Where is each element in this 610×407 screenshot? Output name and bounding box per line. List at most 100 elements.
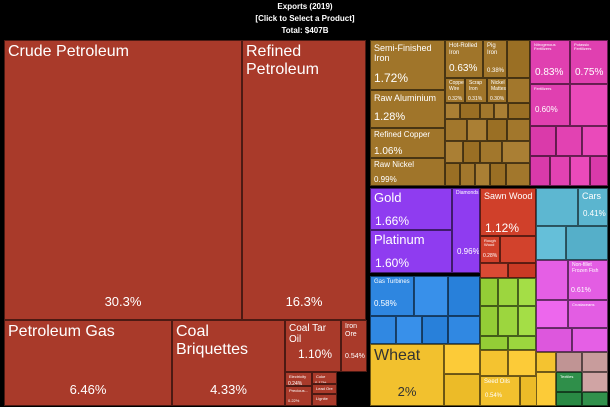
treemap-tile-vegetable-50[interactable] [518, 306, 536, 336]
treemap-tile-vegetable-47[interactable] [518, 278, 536, 306]
treemap-tile-nitrogenous-fertilizers[interactable]: Nitrogenous Fertilizers 0.83% [530, 40, 570, 84]
treemap-tile-machinery-43[interactable] [448, 316, 480, 344]
treemap-tile-misc-62[interactable] [582, 372, 608, 392]
treemap-tile-machinery-41[interactable] [396, 316, 422, 344]
treemap-tile-metals-10[interactable] [507, 119, 530, 141]
treemap-tile-metals-8[interactable] [467, 119, 487, 141]
treemap-tile-vegetable-51[interactable] [480, 336, 508, 350]
treemap-tile-chemicals-25[interactable] [550, 156, 570, 186]
treemap-tile-transport-32[interactable] [536, 226, 566, 260]
treemap-tile-chemicals-26[interactable] [570, 156, 590, 186]
treemap-tile-chemicals-21[interactable] [530, 126, 556, 156]
treemap-tile-vegetable-49[interactable] [498, 306, 518, 336]
treemap-tile-refined-copper[interactable]: Refined Copper 1.06% [370, 128, 445, 158]
treemap-tile-diamonds[interactable]: Diamonds 0.96% [452, 188, 480, 273]
treemap-tile-transport-31[interactable] [536, 188, 578, 226]
treemap-tile-lead-ore[interactable]: Lead Ore [312, 384, 337, 394]
treemap-tile-foodstuffs-59[interactable] [536, 372, 556, 406]
treemap-tile-wheat[interactable]: Wheat 2% [370, 344, 444, 406]
treemap-tile-animal-34[interactable] [536, 260, 568, 300]
treemap-tile-rough-wood[interactable]: Rough Wood 0.28% [480, 236, 500, 263]
treemap-tile-refined-petroleum[interactable]: Refined Petroleum 16.3% [242, 40, 366, 320]
treemap-tile-foodstuffs-56[interactable] [508, 350, 536, 376]
treemap-tile-animal-36[interactable] [536, 328, 572, 352]
treemap-tile-non-fillet-frozen-fish[interactable]: Non-fillet Frozen Fish 0.61% [568, 260, 608, 300]
treemap-tile-scrap-iron[interactable]: Scrap Iron 0.31% [465, 78, 487, 103]
treemap-tile-animal-37[interactable] [572, 328, 608, 352]
treemap-tile-metals-9[interactable] [487, 119, 507, 141]
treemap-tile-metals-16[interactable] [460, 163, 475, 186]
treemap-tile-hot-rolled-iron[interactable]: Hot-Rolled Iron 0.63% [445, 40, 483, 78]
treemap-tile-wood-29[interactable] [480, 263, 508, 278]
treemap-tile-wood-30[interactable] [508, 263, 536, 278]
treemap-tile-misc-60[interactable] [556, 352, 582, 372]
treemap-tile-metals-2[interactable] [445, 103, 460, 119]
treemap-tile-vegetable-45[interactable] [480, 278, 498, 306]
treemap-tile-metals-12[interactable] [463, 141, 480, 163]
treemap-tile-vegetable-48[interactable] [480, 306, 498, 336]
treemap-tile-copper-wire[interactable]: Copper Wire 0.32% [445, 78, 465, 103]
treemap-tile-lignite[interactable]: Lignite [312, 394, 337, 406]
treemap-tile-coal-briquettes[interactable]: Coal Briquettes 4.33% [172, 320, 285, 406]
treemap-tile-metals-13[interactable] [480, 141, 502, 163]
treemap-tile-textiles-63[interactable] [556, 392, 582, 406]
treemap-tile-chemicals-22[interactable] [556, 126, 582, 156]
treemap-tile-foodstuffs-55[interactable] [480, 350, 508, 376]
treemap-tile-metals-3[interactable] [460, 103, 480, 119]
treemap-tile-vegetable-46[interactable] [498, 278, 518, 306]
treemap-tile-chemicals-23[interactable] [582, 126, 608, 156]
treemap-tile-coke[interactable]: Coke 0.17% [312, 372, 337, 384]
treemap-tile-platinum[interactable]: Platinum 1.60% [370, 230, 452, 273]
treemap-tile-animal-35[interactable] [536, 300, 568, 328]
treemap-tile-textiles[interactable]: Textiles [556, 372, 582, 392]
treemap-tile-petroleum-gas[interactable]: Petroleum Gas 6.46% [4, 320, 172, 406]
treemap-tile-metals-14[interactable] [502, 141, 530, 163]
treemap-tile-machinery-38[interactable] [414, 276, 448, 316]
treemap-tile-pig-iron[interactable]: Pig Iron 0.38% [483, 40, 507, 78]
select-product-link[interactable]: [Click to Select a Product] [255, 14, 355, 23]
treemap-tile-transport-33[interactable] [566, 226, 608, 260]
treemap-tile-nickel-mattes[interactable]: Nickel Mattes 0.30% [487, 78, 507, 103]
treemap-tile-metals-5[interactable] [494, 103, 508, 119]
treemap-tile-seed-oils[interactable]: Seed Oils 0.54% [480, 376, 520, 406]
treemap-tile-coal-tar-oil[interactable]: Coal Tar Oil 1.10% [285, 320, 341, 372]
treemap-tile-raw-aluminium[interactable]: Raw Aluminium 1.28% [370, 90, 445, 128]
treemap-tile-chemicals-20[interactable] [570, 84, 608, 126]
treemap-tile-chemicals-24[interactable] [530, 156, 550, 186]
treemap-tile-metals-19[interactable] [506, 163, 530, 186]
treemap-tile-raw-nickel[interactable]: Raw Nickel 0.99% [370, 158, 445, 186]
treemap-tile-gas-turbines[interactable]: Gas Turbines 0.58% [370, 276, 414, 316]
treemap-tile-machinery-39[interactable] [448, 276, 480, 316]
treemap-tile-sawn-wood[interactable]: Sawn Wood 1.12% [480, 188, 536, 236]
treemap-tile-metals-1[interactable] [507, 78, 530, 103]
treemap-tile-metals-4[interactable] [480, 103, 494, 119]
treemap-tile-wood-28[interactable] [500, 236, 536, 263]
treemap-tile-textiles-64[interactable] [582, 392, 608, 406]
treemap-tile-semi-finished-iron[interactable]: Semi-Finished Iron 1.72% [370, 40, 445, 90]
treemap-tile-cars[interactable]: Cars 0.41% [578, 188, 608, 226]
copper-wire-share: 0.32% [448, 96, 463, 102]
treemap-tile-potassic-fertilizers[interactable]: Potassic Fertilizers 0.75% [570, 40, 608, 84]
treemap-tile-fertilizers[interactable]: Fertilizers 0.60% [530, 84, 570, 126]
treemap-tile-foodstuffs-53[interactable] [444, 344, 480, 374]
treemap-tile-metals-18[interactable] [490, 163, 506, 186]
treemap-tile-metals-0[interactable] [507, 40, 530, 78]
treemap-tile-foodstuffs-58[interactable] [536, 352, 556, 372]
treemap-tile-misc-61[interactable] [582, 352, 608, 372]
treemap-tile-metals-17[interactable] [475, 163, 490, 186]
treemap-tile-metals-11[interactable] [445, 141, 463, 163]
treemap-tile-electricity[interactable]: Electricity 0.24% [285, 372, 312, 386]
treemap-tile-crustaceans[interactable]: Crustaceans [568, 300, 608, 328]
treemap-tile-metals-6[interactable] [508, 103, 530, 119]
treemap-tile-metals-15[interactable] [445, 163, 460, 186]
treemap-tile-precious[interactable]: Precious... 0.22% [285, 386, 312, 406]
treemap-tile-crude-petroleum[interactable]: Crude Petroleum 30.3% [4, 40, 242, 320]
treemap-tile-chemicals-27[interactable] [590, 156, 608, 186]
treemap-tile-gold[interactable]: Gold 1.66% [370, 188, 452, 230]
treemap-tile-vegetable-52[interactable] [508, 336, 536, 350]
treemap-tile-foodstuffs-54[interactable] [444, 374, 480, 406]
treemap-tile-machinery-40[interactable] [370, 316, 396, 344]
treemap-tile-iron-ore[interactable]: Iron Ore 0.54% [341, 320, 367, 372]
treemap-tile-machinery-42[interactable] [422, 316, 448, 344]
treemap-tile-metals-7[interactable] [445, 119, 467, 141]
